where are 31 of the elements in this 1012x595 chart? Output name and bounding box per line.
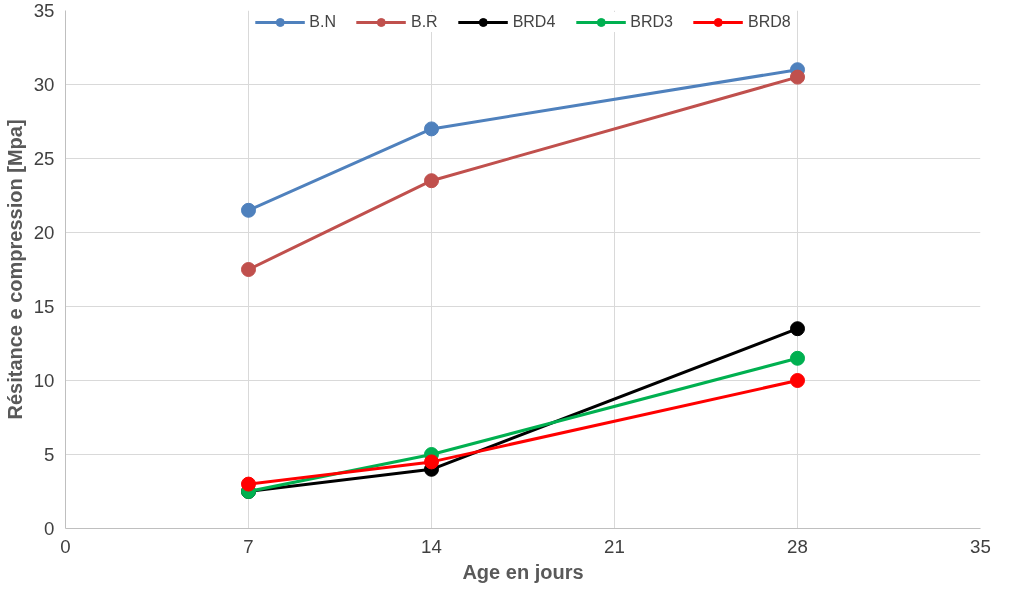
- x-tick-label: 35: [970, 535, 991, 557]
- y-tick-label: 10: [33, 370, 55, 391]
- legend-label: BRD4: [512, 13, 556, 31]
- legend-label: BRD3: [630, 13, 674, 31]
- point: [424, 173, 439, 189]
- y-axis-title: Résitance e compression [Mpa]: [3, 119, 26, 420]
- point: [790, 321, 805, 337]
- legend-label: B.N: [309, 13, 336, 31]
- legend-label: B.R: [410, 13, 438, 31]
- y-tick-label: 30: [33, 74, 55, 95]
- point: [790, 373, 805, 388]
- point: [790, 350, 805, 366]
- point: [241, 202, 256, 218]
- y-tick-label: 0: [44, 518, 55, 539]
- x-axis-title: Age en jours: [462, 560, 584, 583]
- x-tick-label: 21: [604, 535, 625, 557]
- x-tick-label: 28: [787, 535, 808, 557]
- point: [241, 476, 256, 492]
- y-tick-label: 25: [33, 148, 55, 169]
- point: [424, 454, 439, 470]
- point: [790, 69, 805, 85]
- point: [241, 262, 256, 277]
- x-tick-label: 7: [243, 535, 254, 557]
- legend-label: BRD8: [748, 13, 791, 31]
- y-tick-label: 5: [44, 444, 55, 465]
- y-tick-label: 20: [33, 222, 55, 243]
- y-tick-label: 35: [33, 0, 55, 21]
- x-tick-label: 0: [60, 535, 71, 557]
- x-tick-label: 14: [421, 535, 442, 557]
- y-tick-label: 15: [33, 296, 55, 317]
- point: [424, 121, 439, 137]
